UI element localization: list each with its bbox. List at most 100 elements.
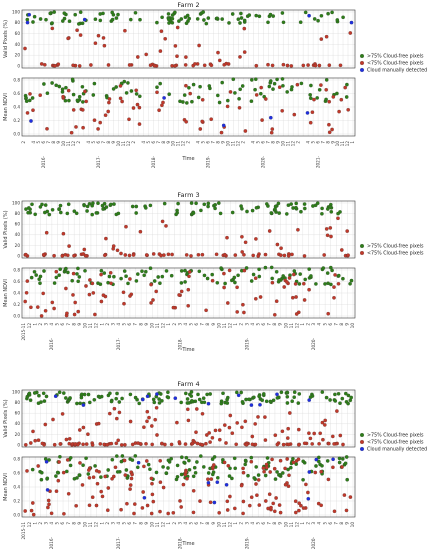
data-point xyxy=(160,398,164,403)
plot-frame xyxy=(21,77,356,137)
data-point xyxy=(84,284,88,288)
data-point xyxy=(161,485,166,490)
x-tick-label: 2 xyxy=(131,141,136,144)
data-point xyxy=(343,85,348,90)
data-point xyxy=(68,455,73,460)
data-point xyxy=(117,400,122,404)
data-point xyxy=(275,470,279,474)
legend-marker xyxy=(360,60,365,65)
data-point xyxy=(264,399,269,404)
data-point xyxy=(315,96,320,100)
data-point xyxy=(341,15,345,20)
data-point xyxy=(66,270,70,275)
data-point xyxy=(188,91,193,96)
data-point xyxy=(214,252,219,257)
data-point xyxy=(190,99,194,104)
data-point xyxy=(116,438,121,443)
data-point xyxy=(89,63,93,67)
data-point xyxy=(261,466,266,470)
ndvi-panel: 0.0 0.2 0.4 0.6 0.8 Mean NDVI xyxy=(3,454,356,517)
x-tick-label: 3 xyxy=(311,323,316,326)
data-point xyxy=(29,508,34,513)
y-tick-label: 0.2 xyxy=(13,118,20,123)
data-point xyxy=(173,396,178,401)
x-tick-label: 7 xyxy=(101,141,106,144)
data-point xyxy=(340,396,345,401)
data-point xyxy=(32,269,37,274)
data-point xyxy=(327,99,332,104)
x-tick-label: 9 xyxy=(56,141,61,144)
data-point xyxy=(286,254,291,258)
x-tick-label: 10 xyxy=(149,522,154,528)
data-point xyxy=(84,456,88,461)
data-point xyxy=(175,474,180,479)
data-point xyxy=(233,466,238,471)
data-point xyxy=(72,209,77,214)
data-point xyxy=(218,211,223,216)
data-point xyxy=(278,510,283,515)
data-point xyxy=(186,407,190,412)
data-point xyxy=(129,17,133,22)
x-tick-label: 2 xyxy=(38,522,43,525)
x-tick-label: 4 xyxy=(250,323,255,326)
data-point xyxy=(148,266,153,271)
data-point xyxy=(53,64,57,68)
data-point xyxy=(99,272,103,277)
x-tick-label: 4 xyxy=(183,522,188,525)
x-tick-label: 11 xyxy=(285,141,290,147)
data-point xyxy=(228,466,232,471)
legend-marker xyxy=(360,244,365,249)
data-point xyxy=(170,16,175,21)
data-point xyxy=(45,127,49,131)
x-tick-label: 10 xyxy=(83,323,88,329)
data-point xyxy=(49,511,54,516)
data-point xyxy=(181,100,185,104)
x-year-label: 2019- xyxy=(244,537,249,550)
data-point xyxy=(187,86,191,90)
data-point xyxy=(119,443,124,447)
plot-frame xyxy=(21,389,356,448)
x-tick-label: 8 xyxy=(71,522,76,525)
data-point xyxy=(333,392,337,397)
data-point xyxy=(171,305,176,310)
y-tick-label: 0.2 xyxy=(13,498,20,503)
data-point xyxy=(227,474,232,478)
x-tick-label: 11 xyxy=(222,323,227,329)
data-point xyxy=(336,391,341,396)
x-tick-label: 4 xyxy=(116,323,121,326)
data-point xyxy=(58,454,62,459)
data-point xyxy=(268,12,273,17)
x-tick-label: 12 xyxy=(181,141,186,147)
x-tick-label: 8 xyxy=(161,141,166,144)
data-point xyxy=(28,398,33,403)
data-point xyxy=(75,28,79,33)
data-point xyxy=(34,273,39,277)
data-point xyxy=(151,499,156,504)
data-point xyxy=(294,205,298,210)
data-point xyxy=(221,391,225,396)
data-point xyxy=(98,12,103,16)
data-point xyxy=(301,459,306,464)
data-point xyxy=(286,442,291,447)
data-point xyxy=(195,17,200,21)
data-point xyxy=(122,458,127,463)
data-point xyxy=(287,473,291,478)
data-point xyxy=(148,467,152,472)
data-point xyxy=(67,98,71,103)
data-point xyxy=(222,460,227,465)
x-tick-label: 10 xyxy=(280,141,285,147)
data-point xyxy=(256,415,260,419)
data-point xyxy=(321,437,325,442)
data-point xyxy=(348,31,353,35)
data-point xyxy=(76,309,81,314)
data-point xyxy=(274,299,279,304)
data-point xyxy=(318,431,323,436)
data-point xyxy=(128,483,133,487)
data-point xyxy=(58,442,63,446)
data-point xyxy=(275,242,280,247)
data-point xyxy=(107,97,112,101)
x-tick-label: 3 xyxy=(244,522,249,525)
data-point xyxy=(265,456,270,460)
data-point xyxy=(78,33,83,37)
data-point xyxy=(258,402,262,407)
